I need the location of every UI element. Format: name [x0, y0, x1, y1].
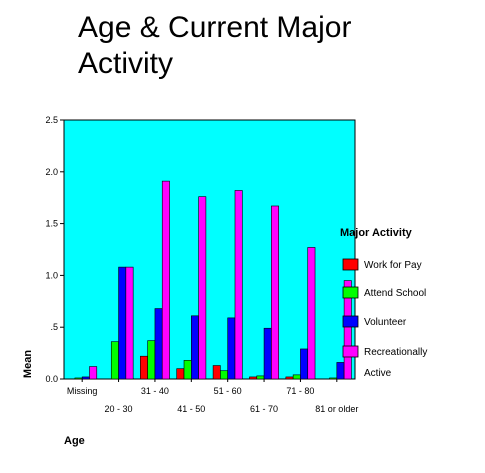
- y-tick-label: 1.0: [45, 270, 58, 280]
- y-axis-label: Mean: [22, 350, 34, 378]
- plot-area: [63, 119, 356, 380]
- x-tick-label: 31 - 40: [141, 386, 169, 396]
- bar-work-for-pay: [249, 376, 258, 380]
- bar-volunteer: [227, 317, 236, 380]
- x-axis-label: Age: [64, 435, 85, 447]
- y-tick-label: 2.0: [45, 167, 58, 177]
- x-tick-label: 81 or older: [315, 404, 358, 414]
- bar-attend-school: [256, 375, 265, 380]
- legend-swatch: [342, 258, 359, 271]
- bar-work-for-pay: [212, 365, 221, 380]
- bar-volunteer: [336, 362, 345, 380]
- y-tick-label: 1.5: [45, 219, 58, 229]
- legend-label: Volunteer: [364, 317, 407, 328]
- legend-title: Major Activity: [340, 227, 413, 239]
- x-axis: Missing 20 - 30 31 - 40 41 - 50 51 - 60 61 - …: [67, 379, 358, 414]
- bar-recreationally-active: [161, 180, 170, 380]
- bar-volunteer: [263, 327, 272, 380]
- bar-recreationally-active: [198, 196, 207, 380]
- bar-recreationally-active: [343, 280, 352, 380]
- bar-volunteer: [81, 376, 90, 380]
- bar-attend-school: [183, 360, 192, 380]
- legend-label: Recreationally Active: [364, 347, 427, 379]
- x-tick-label: 20 - 30: [105, 404, 133, 414]
- legend-label: Work for Pay: [364, 260, 422, 271]
- bar-recreationally-active: [125, 266, 134, 380]
- bar-work-for-pay: [140, 355, 148, 380]
- x-tick-label: 41 - 50: [177, 404, 205, 414]
- legend-label: Attend School: [364, 288, 426, 299]
- bar-recreationally-active: [89, 366, 98, 380]
- bar-volunteer: [118, 266, 127, 380]
- y-axis: 0.0 .5 1.0 1.5 2.0 2.5: [45, 115, 64, 384]
- bar-recreationally-active: [234, 190, 243, 380]
- y-tick-label: .5: [50, 322, 58, 332]
- legend: Major Activity Work for Pay Attend School…: [340, 227, 427, 379]
- bar-attend-school: [292, 374, 301, 380]
- bars-group: [74, 180, 352, 380]
- bar-volunteer: [300, 348, 309, 380]
- bar-work-for-pay: [176, 368, 185, 380]
- bar-attend-school: [110, 341, 119, 380]
- y-tick-label: 2.5: [45, 115, 58, 125]
- chart-title: Age & Current Major Activity: [78, 11, 352, 80]
- x-tick-label: 51 - 60: [214, 386, 242, 396]
- bar-recreationally-active: [271, 205, 279, 380]
- legend-swatch: [342, 345, 359, 358]
- y-tick-label: 0.0: [45, 374, 58, 384]
- bar-work-for-pay: [285, 376, 294, 380]
- bar-volunteer: [154, 308, 163, 380]
- x-tick-label: 71 - 80: [286, 386, 314, 396]
- bar-recreationally-active: [307, 247, 316, 380]
- x-tick-label: Missing: [67, 386, 98, 396]
- bar-attend-school: [220, 370, 228, 380]
- x-tick-label: 61 - 70: [250, 404, 278, 414]
- bar-attend-school: [147, 340, 156, 380]
- bar-attend-school: [74, 377, 83, 380]
- legend-swatch: [342, 315, 359, 328]
- bar-volunteer: [191, 315, 199, 380]
- bar-attend-school: [329, 377, 338, 380]
- legend-swatch: [342, 286, 359, 299]
